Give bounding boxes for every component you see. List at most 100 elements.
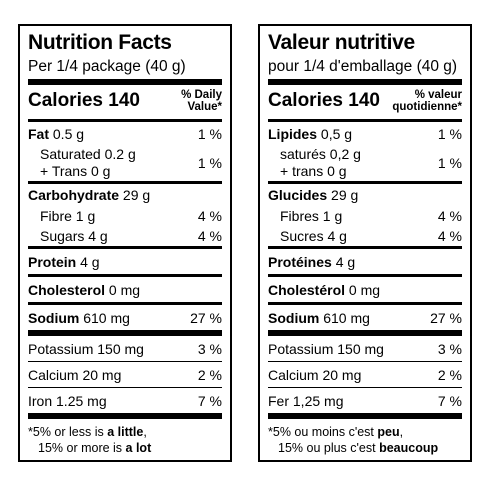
calcium-dv: 2 % bbox=[197, 366, 222, 383]
nutrition-facts-panel-en: Nutrition Facts Per 1/4 package (40 g) C… bbox=[18, 24, 232, 462]
divider bbox=[268, 181, 462, 184]
divider bbox=[28, 79, 222, 85]
divider bbox=[28, 119, 222, 122]
carb-row: Carbohydrate 29 g bbox=[28, 184, 222, 206]
calcium-dv: 2 % bbox=[437, 366, 462, 383]
divider bbox=[268, 246, 462, 249]
divider bbox=[268, 330, 462, 336]
calories-value: 140 bbox=[348, 90, 380, 111]
iron-row: Fer 1,25 mg 7 % bbox=[268, 388, 462, 413]
potassium-dv: 3 % bbox=[197, 340, 222, 357]
sugars-row: Sucres 4 g 4 % bbox=[268, 225, 462, 246]
calories-value: 140 bbox=[108, 90, 140, 111]
sodium-amount: 610 mg bbox=[319, 309, 370, 326]
calcium: Calcium 20 mg bbox=[268, 366, 362, 383]
cholesterol-row: Cholestérol 0 mg bbox=[268, 277, 462, 302]
fibre-row: Fibres 1 g 4 % bbox=[268, 206, 462, 225]
fibre: Fibres 1 g bbox=[280, 207, 343, 224]
cholesterol-row: Cholesterol 0 mg bbox=[28, 277, 222, 302]
iron-dv: 7 % bbox=[197, 392, 222, 409]
sodium-label: Sodium bbox=[268, 309, 320, 326]
divider bbox=[28, 181, 222, 184]
sugars-dv: 4 % bbox=[197, 227, 222, 244]
sat-trans-dv: 1 % bbox=[197, 154, 222, 171]
sugars: Sucres 4 g bbox=[280, 227, 347, 244]
sugars-dv: 4 % bbox=[437, 227, 462, 244]
saturated-fat: saturés 0,2 g bbox=[280, 146, 361, 162]
serving-size: pour 1/4 d'emballage (40 g) bbox=[268, 58, 458, 75]
trans-fat: + trans 0 g bbox=[280, 163, 347, 179]
daily-value-header: % Daily Value* bbox=[181, 89, 222, 113]
sugars-row: Sugars 4 g 4 % bbox=[28, 225, 222, 246]
potassium: Potassium 150 mg bbox=[268, 340, 384, 357]
divider bbox=[28, 413, 222, 419]
daily-value-header: % valeur quotidienne* bbox=[392, 89, 462, 113]
sodium-row: Sodium 610 mg 27 % bbox=[268, 305, 462, 330]
potassium-row: Potassium 150 mg 3 % bbox=[28, 336, 222, 361]
calcium-row: Calcium 20 mg 2 % bbox=[268, 362, 462, 387]
sugars: Sugars 4 g bbox=[40, 227, 108, 244]
footnote: *5% or less is a little, 15% or more is … bbox=[28, 425, 152, 455]
iron-dv: 7 % bbox=[437, 392, 462, 409]
serving-size: Per 1/4 package (40 g) bbox=[28, 58, 186, 75]
panel-title: Valeur nutritive bbox=[268, 31, 415, 54]
fat-amount: 0,5 g bbox=[317, 125, 353, 142]
potassium: Potassium 150 mg bbox=[28, 340, 144, 357]
potassium-dv: 3 % bbox=[437, 340, 462, 357]
sodium-amount: 610 mg bbox=[79, 309, 130, 326]
calories-row: Calories 140 % Daily Value* bbox=[28, 85, 222, 119]
protein-label: Protein bbox=[28, 253, 77, 270]
carb-amount: 29 g bbox=[327, 187, 359, 203]
fibre-dv: 4 % bbox=[437, 207, 462, 224]
panel-title: Nutrition Facts bbox=[28, 31, 172, 54]
footnote: *5% ou moins c'est peu, 15% ou plus c'es… bbox=[268, 425, 439, 455]
sodium-dv: 27 % bbox=[430, 309, 462, 326]
fibre-dv: 4 % bbox=[197, 207, 222, 224]
protein-label: Protéines bbox=[268, 253, 332, 270]
divider bbox=[268, 302, 462, 305]
iron: Fer 1,25 mg bbox=[268, 392, 344, 409]
protein-amount: 4 g bbox=[331, 253, 356, 270]
divider bbox=[28, 246, 222, 249]
sat-trans-dv: 1 % bbox=[437, 154, 462, 171]
carb-label: Glucides bbox=[268, 187, 328, 203]
divider bbox=[28, 387, 222, 388]
divider bbox=[268, 361, 462, 362]
fat-label: Lipides bbox=[268, 125, 318, 142]
fat-row: Fat 0.5 g 1 % bbox=[28, 122, 222, 145]
saturated-trans-row: saturés 0,2 g + trans 0 g 1 % bbox=[268, 145, 462, 181]
fat-amount: 0.5 g bbox=[49, 125, 85, 142]
saturated-trans-row: Saturated 0.2 g + Trans 0 g 1 % bbox=[28, 145, 222, 181]
carb-amount: 29 g bbox=[119, 187, 151, 203]
carb-row: Glucides 29 g bbox=[268, 184, 462, 206]
iron: Iron 1.25 mg bbox=[28, 392, 107, 409]
cholesterol-amount: 0 mg bbox=[105, 281, 141, 298]
calcium: Calcium 20 mg bbox=[28, 366, 122, 383]
divider bbox=[268, 79, 462, 85]
divider bbox=[28, 330, 222, 336]
divider bbox=[28, 361, 222, 362]
iron-row: Iron 1.25 mg 7 % bbox=[28, 388, 222, 413]
carb-label: Carbohydrate bbox=[28, 187, 120, 203]
divider bbox=[268, 119, 462, 122]
cholesterol-label: Cholesterol bbox=[28, 281, 106, 298]
divider bbox=[268, 387, 462, 388]
fibre-row: Fibre 1 g 4 % bbox=[28, 206, 222, 225]
calories-label: Calories bbox=[28, 90, 103, 111]
calories-row: Calories 140 % valeur quotidienne* bbox=[268, 85, 462, 119]
cholesterol-amount: 0 mg bbox=[345, 281, 381, 298]
potassium-row: Potassium 150 mg 3 % bbox=[268, 336, 462, 361]
fat-dv: 1 % bbox=[437, 125, 462, 142]
trans-fat: + Trans 0 g bbox=[40, 163, 111, 179]
protein-amount: 4 g bbox=[76, 253, 100, 270]
sodium-dv: 27 % bbox=[190, 309, 222, 326]
divider bbox=[268, 274, 462, 277]
fat-row: Lipides 0,5 g 1 % bbox=[268, 122, 462, 145]
fat-label: Fat bbox=[28, 125, 49, 142]
nutrition-facts-panel-fr: Valeur nutritive pour 1/4 d'emballage (4… bbox=[258, 24, 472, 462]
calcium-row: Calcium 20 mg 2 % bbox=[28, 362, 222, 387]
fat-dv: 1 % bbox=[197, 125, 222, 142]
saturated-fat: Saturated 0.2 g bbox=[40, 146, 136, 162]
fibre: Fibre 1 g bbox=[40, 207, 96, 224]
cholesterol-label: Cholestérol bbox=[268, 281, 346, 298]
